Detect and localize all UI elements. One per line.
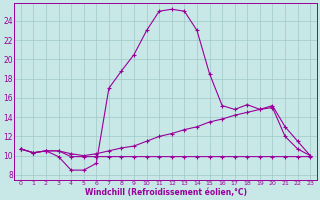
X-axis label: Windchill (Refroidissement éolien,°C): Windchill (Refroidissement éolien,°C) — [84, 188, 246, 197]
